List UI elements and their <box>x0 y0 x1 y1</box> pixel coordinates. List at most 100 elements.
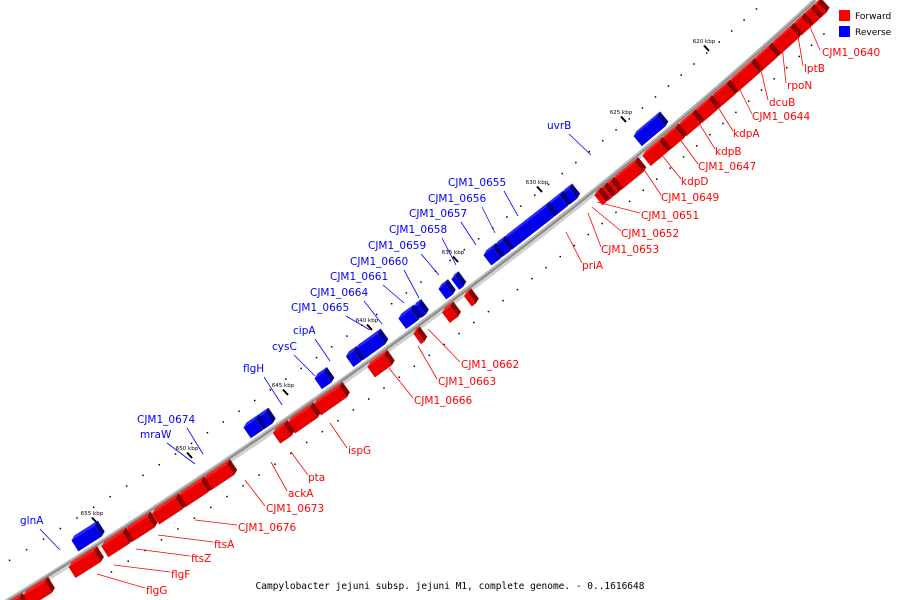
minor-tick <box>463 248 466 251</box>
reverse-gene-label: mraW <box>140 429 172 441</box>
minor-tick <box>346 335 348 337</box>
minor-tick <box>330 346 333 348</box>
minor-tick <box>502 299 504 302</box>
gene-labels: CJM1_0640 lptB rpoN dcuB CJM1_0644 kdpA kdpB CJ… <box>20 17 880 597</box>
minor-tick <box>285 378 287 380</box>
minor-tick <box>443 343 446 346</box>
minor-tick <box>190 442 193 445</box>
reverse-leader-line <box>503 190 519 217</box>
reverse-gene-label: flgH <box>243 363 264 375</box>
forward-leader-line <box>796 29 804 67</box>
minor-tick <box>226 495 228 498</box>
minor-tick <box>588 150 591 153</box>
forward-leader-line <box>642 167 662 196</box>
forward-gene-label: CJM1_0663 <box>438 376 496 388</box>
forward-leader-line <box>738 87 753 115</box>
forward-leader-line <box>660 153 682 180</box>
forward-gene <box>177 476 212 508</box>
reverse-gene <box>633 111 669 147</box>
forward-gene-label: kdpB <box>715 146 742 158</box>
forward-leader-line <box>96 573 146 589</box>
minor-tick <box>823 33 825 35</box>
minor-tick <box>786 66 788 69</box>
reverse-leader-line <box>441 237 457 266</box>
forward-gene <box>442 301 461 323</box>
minor-tick <box>258 474 260 476</box>
minor-tick <box>506 216 508 218</box>
forward-leader-line <box>113 564 171 573</box>
minor-tick <box>206 431 209 434</box>
minor-tick <box>383 387 385 389</box>
reverse-gene <box>413 299 429 319</box>
tick-label: 640 kbp <box>356 318 379 324</box>
reverse-leader-line <box>420 253 440 276</box>
major-tick <box>703 44 710 52</box>
reverse-gene <box>438 279 456 300</box>
minor-tick <box>667 85 670 87</box>
forward-leader-line <box>329 422 348 449</box>
minor-tick <box>238 410 240 413</box>
minor-tick <box>533 194 536 197</box>
minor-tick <box>110 571 113 573</box>
minor-tick <box>656 178 658 180</box>
minor-tick <box>300 367 302 370</box>
minor-tick <box>76 517 78 519</box>
forward-leader-line <box>417 345 438 380</box>
forward-gene-label: ackA <box>288 488 314 500</box>
minor-tick <box>274 463 276 465</box>
forward-leader-line <box>805 17 821 51</box>
forward-gene-label: CJM1_0676 <box>238 522 296 534</box>
reverse-gene-label: CJM1_0674 <box>137 414 195 426</box>
forward-leader-line <box>781 45 787 84</box>
legend-forward-label: Forward <box>855 12 891 22</box>
forward-gene-label: dcuB <box>769 97 795 109</box>
forward-gene-label: lptB <box>804 63 825 75</box>
tick-label: 645 kbp <box>272 383 295 389</box>
minor-tick <box>193 517 196 519</box>
reverse-gene-label: CJM1_0656 <box>428 193 486 205</box>
tick-label: 630 kbp <box>526 180 549 186</box>
reverse-gene-label: cysC <box>272 341 297 353</box>
forward-gene <box>23 576 55 600</box>
minor-tick <box>413 365 416 368</box>
minor-tick <box>290 452 292 455</box>
forward-leader-line <box>427 328 461 363</box>
tick-label: 625 kbp <box>610 110 633 116</box>
major-tick <box>282 388 289 396</box>
minor-tick <box>368 398 370 400</box>
reverse-gene-label: glnA <box>20 515 44 527</box>
forward-gene <box>202 459 238 492</box>
minor-tick <box>174 453 177 455</box>
tick-label: 620 kbp <box>693 39 716 45</box>
forward-gene <box>802 4 823 27</box>
minor-tick <box>516 288 519 291</box>
minor-tick <box>705 52 708 54</box>
forward-gene <box>101 527 133 558</box>
reverse-leader-line <box>293 354 316 377</box>
forward-leader-line <box>715 103 734 132</box>
forward-gene-label: pta <box>308 472 325 484</box>
forward-gene-label: kdpA <box>733 128 760 140</box>
backbone-highlight <box>5 0 815 600</box>
minor-tick <box>127 560 129 562</box>
reverse-leader-line <box>460 221 477 246</box>
minor-tick <box>42 538 45 540</box>
minor-tick <box>669 167 671 169</box>
reverse-gene <box>71 520 105 552</box>
forward-leader-line <box>388 367 414 399</box>
forward-leader-line <box>759 65 769 101</box>
minor-tick <box>487 310 490 313</box>
minor-tick <box>718 41 720 43</box>
forward-leader-line <box>194 519 238 526</box>
forward-gene-label: priA <box>582 260 604 272</box>
reverse-leader-line <box>481 206 496 234</box>
minor-tick <box>654 96 657 98</box>
major-tick <box>366 323 373 331</box>
reverse-gene <box>561 183 581 205</box>
minor-tick <box>810 44 813 46</box>
minor-tick <box>760 89 763 91</box>
minor-tick <box>773 78 775 80</box>
reverse-gene <box>503 201 558 250</box>
forward-gene-label: CJM1_0640 <box>822 47 880 59</box>
